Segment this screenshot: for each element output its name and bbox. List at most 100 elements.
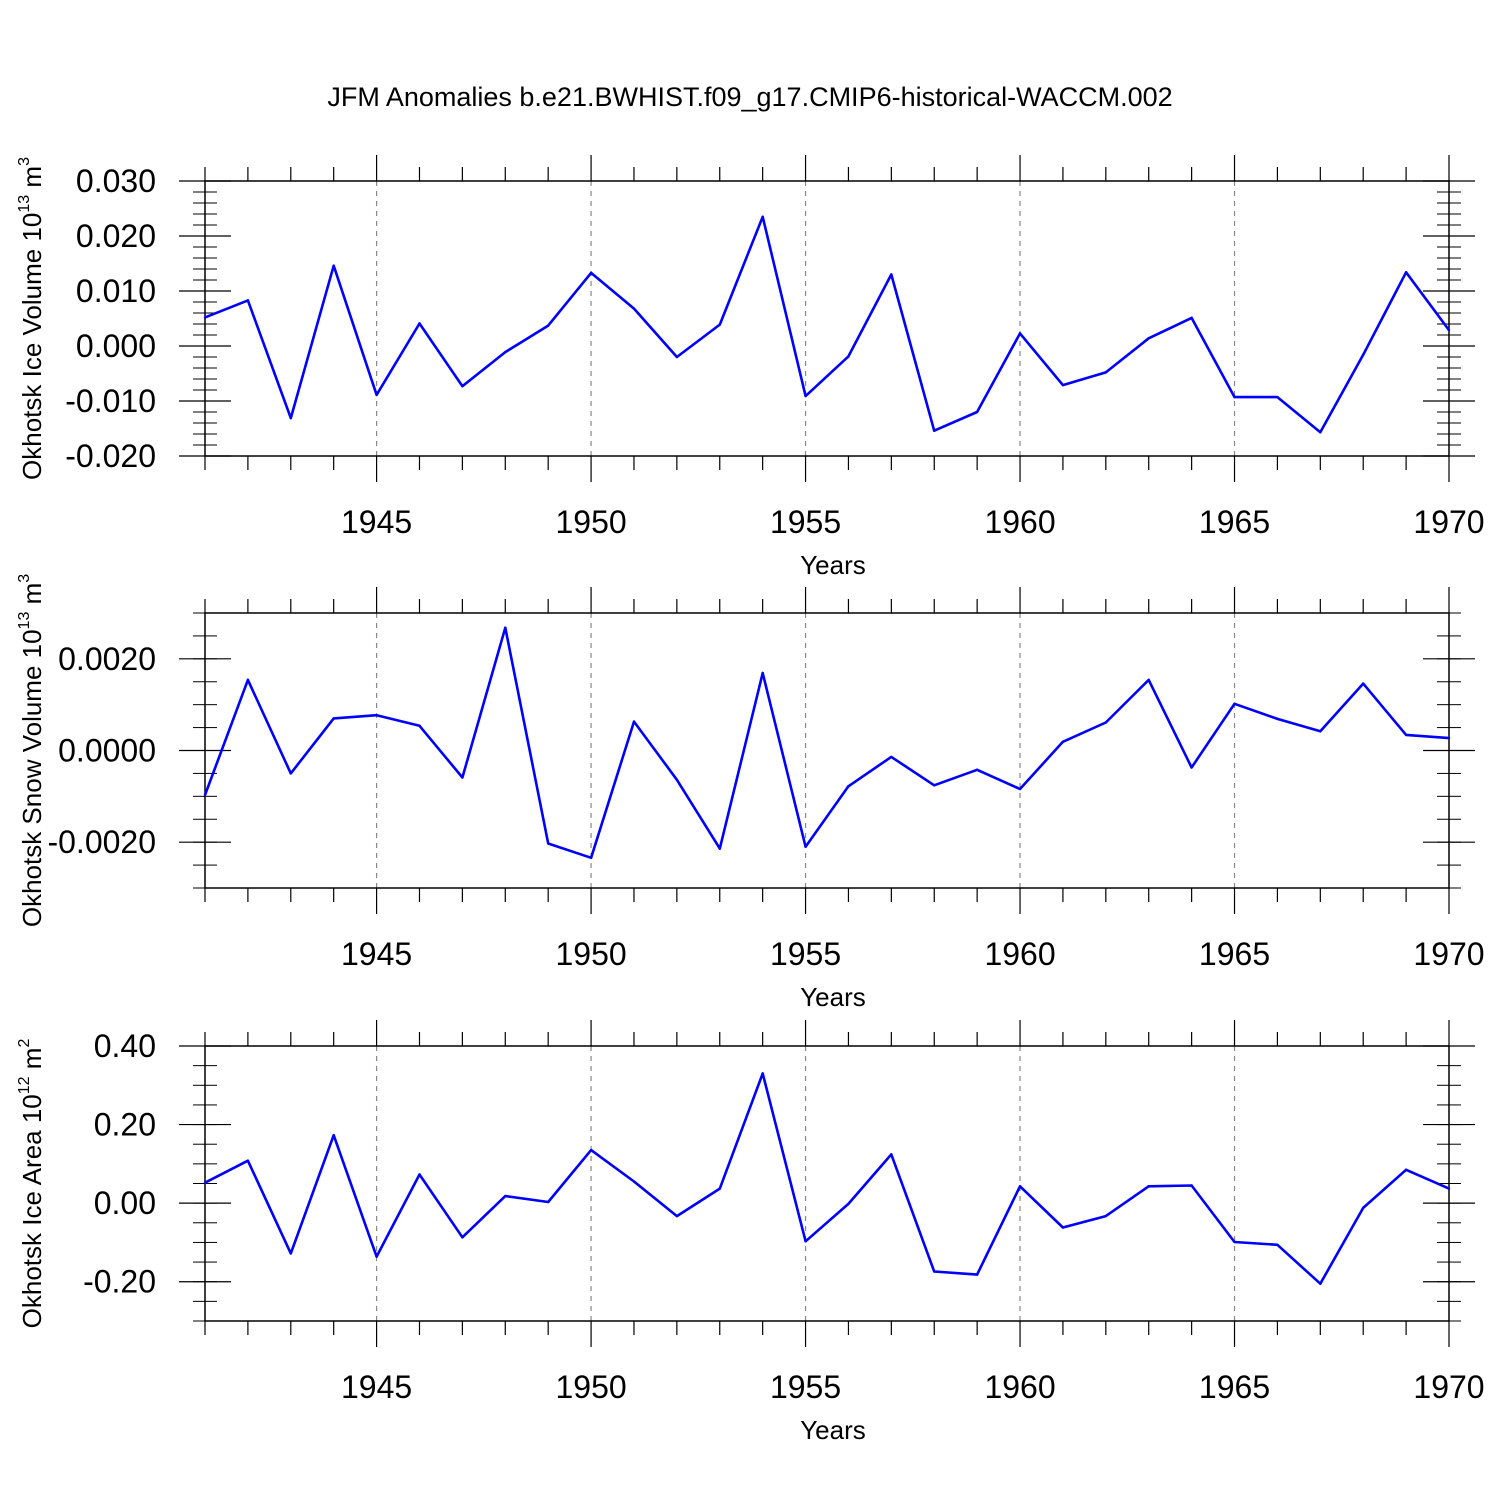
plot-frame <box>204 180 1450 457</box>
data-point <box>1319 431 1322 434</box>
x-axis-label: Years <box>800 550 866 580</box>
y-tick-label: 0.0020 <box>58 641 156 677</box>
data-point <box>1319 1282 1322 1285</box>
x-tick-label: 1955 <box>770 936 841 972</box>
x-tick-label: 1965 <box>1199 1369 1270 1405</box>
x-tick-label: 1960 <box>984 504 1055 540</box>
data-point <box>375 393 378 397</box>
y-label-unit-exponent: 3 <box>16 157 33 166</box>
data-point <box>589 271 593 275</box>
y-label-unit: m <box>17 166 47 195</box>
chart-panel-3: -0.20 0.00 0.20 0.40 1945 1950 1955 1960 1965 197… <box>16 1020 1485 1445</box>
data-point <box>1190 766 1193 769</box>
x-tick-label: 1950 <box>555 504 626 540</box>
data-point <box>847 785 850 788</box>
data-point <box>246 678 250 682</box>
data-point <box>718 323 721 326</box>
data-point <box>1447 328 1451 332</box>
x-tick-label: 1955 <box>770 504 841 540</box>
y-tick-label: 0.020 <box>76 218 156 254</box>
data-point <box>890 755 893 759</box>
data-point <box>847 1202 850 1206</box>
plot-frame <box>204 1045 1450 1322</box>
data-point <box>1061 383 1065 387</box>
data-point <box>1018 787 1022 791</box>
data-point <box>203 793 207 797</box>
y-label-unit-exponent: 3 <box>16 574 33 583</box>
chart-title: JFM Anomalies b.e21.BWHIST.f09_g17.CMIP6… <box>327 82 1172 112</box>
x-tick-label: 1965 <box>1199 936 1270 972</box>
y-axis-label: Okhotsk Snow Volume 1013 m3 <box>16 574 47 927</box>
x-tick-label: 1945 <box>341 504 412 540</box>
data-point <box>761 215 764 218</box>
data-point <box>332 264 335 267</box>
data-point <box>1362 353 1365 356</box>
data-point <box>504 350 507 354</box>
data-point <box>1404 733 1408 737</box>
data-point <box>675 1214 679 1218</box>
y-tick-label: -0.20 <box>83 1264 156 1300</box>
data-point <box>1276 395 1279 399</box>
data-point <box>847 355 850 358</box>
data-point <box>418 322 421 325</box>
y-label-main: Okhotsk Ice Area 10 <box>17 1094 47 1328</box>
x-tick-label: 1945 <box>341 1369 412 1405</box>
data-point <box>975 1273 979 1276</box>
data-point <box>933 429 936 432</box>
data-point <box>589 856 593 859</box>
data-point <box>718 847 721 850</box>
plot-frame <box>204 612 1450 889</box>
data-point <box>890 273 893 276</box>
y-tick-label: -0.0020 <box>47 824 156 860</box>
chart-panel-2: -0.0020 0.0000 0.0020 1945 1950 1955 1960 1965 1… <box>16 574 1485 1012</box>
data-point <box>418 1173 421 1176</box>
data-point <box>246 299 250 302</box>
data-point <box>1147 337 1150 340</box>
data-point <box>1018 1185 1022 1188</box>
data-point <box>332 717 335 720</box>
data-point <box>246 1159 250 1162</box>
x-tick-label: 1970 <box>1413 936 1484 972</box>
data-point <box>1233 1240 1236 1244</box>
y-label-main: Okhotsk Ice Volume 10 <box>17 213 47 480</box>
data-point <box>589 1148 593 1152</box>
data-point <box>761 1072 764 1075</box>
data-point <box>375 714 378 717</box>
series-line <box>203 626 1450 860</box>
data-point <box>975 768 979 771</box>
data-point <box>804 1240 807 1243</box>
x-tick-label: 1950 <box>555 936 626 972</box>
data-point <box>504 1194 507 1198</box>
data-point <box>546 1200 550 1204</box>
chart-panel-1: -0.020 -0.010 0.000 0.010 0.020 0.030 1945 1950… <box>16 155 1485 580</box>
data-point <box>1061 1226 1065 1229</box>
y-label-exponent: 13 <box>16 612 33 630</box>
data-point <box>289 772 292 775</box>
y-tick-label: 0.030 <box>76 163 156 199</box>
data-point <box>718 1187 721 1190</box>
y-axis-label: Okhotsk Ice Volume 1013 m3 <box>16 157 47 480</box>
x-tick-label: 1970 <box>1413 1369 1484 1405</box>
data-point <box>761 671 764 675</box>
data-point <box>332 1133 335 1137</box>
data-point <box>375 1255 378 1258</box>
y-label-exponent: 13 <box>16 195 33 213</box>
data-point <box>1233 395 1236 399</box>
data-point <box>1147 678 1150 682</box>
y-label-main: Okhotsk Snow Volume 10 <box>17 629 47 927</box>
y-tick-label: 0.010 <box>76 273 156 309</box>
data-point <box>632 307 636 310</box>
data-point <box>418 724 421 727</box>
x-axis-label: Years <box>800 1415 866 1445</box>
data-point <box>504 626 507 629</box>
data-point <box>546 842 550 845</box>
data-point <box>804 394 807 398</box>
x-tick-label: 1960 <box>984 1369 1055 1405</box>
series-line <box>204 215 1451 434</box>
y-tick-label: 0.20 <box>94 1107 156 1143</box>
data-point <box>1447 736 1451 740</box>
data-point <box>546 324 550 327</box>
data-point <box>1018 332 1022 335</box>
data-point <box>675 778 679 782</box>
data-point <box>1319 730 1322 733</box>
